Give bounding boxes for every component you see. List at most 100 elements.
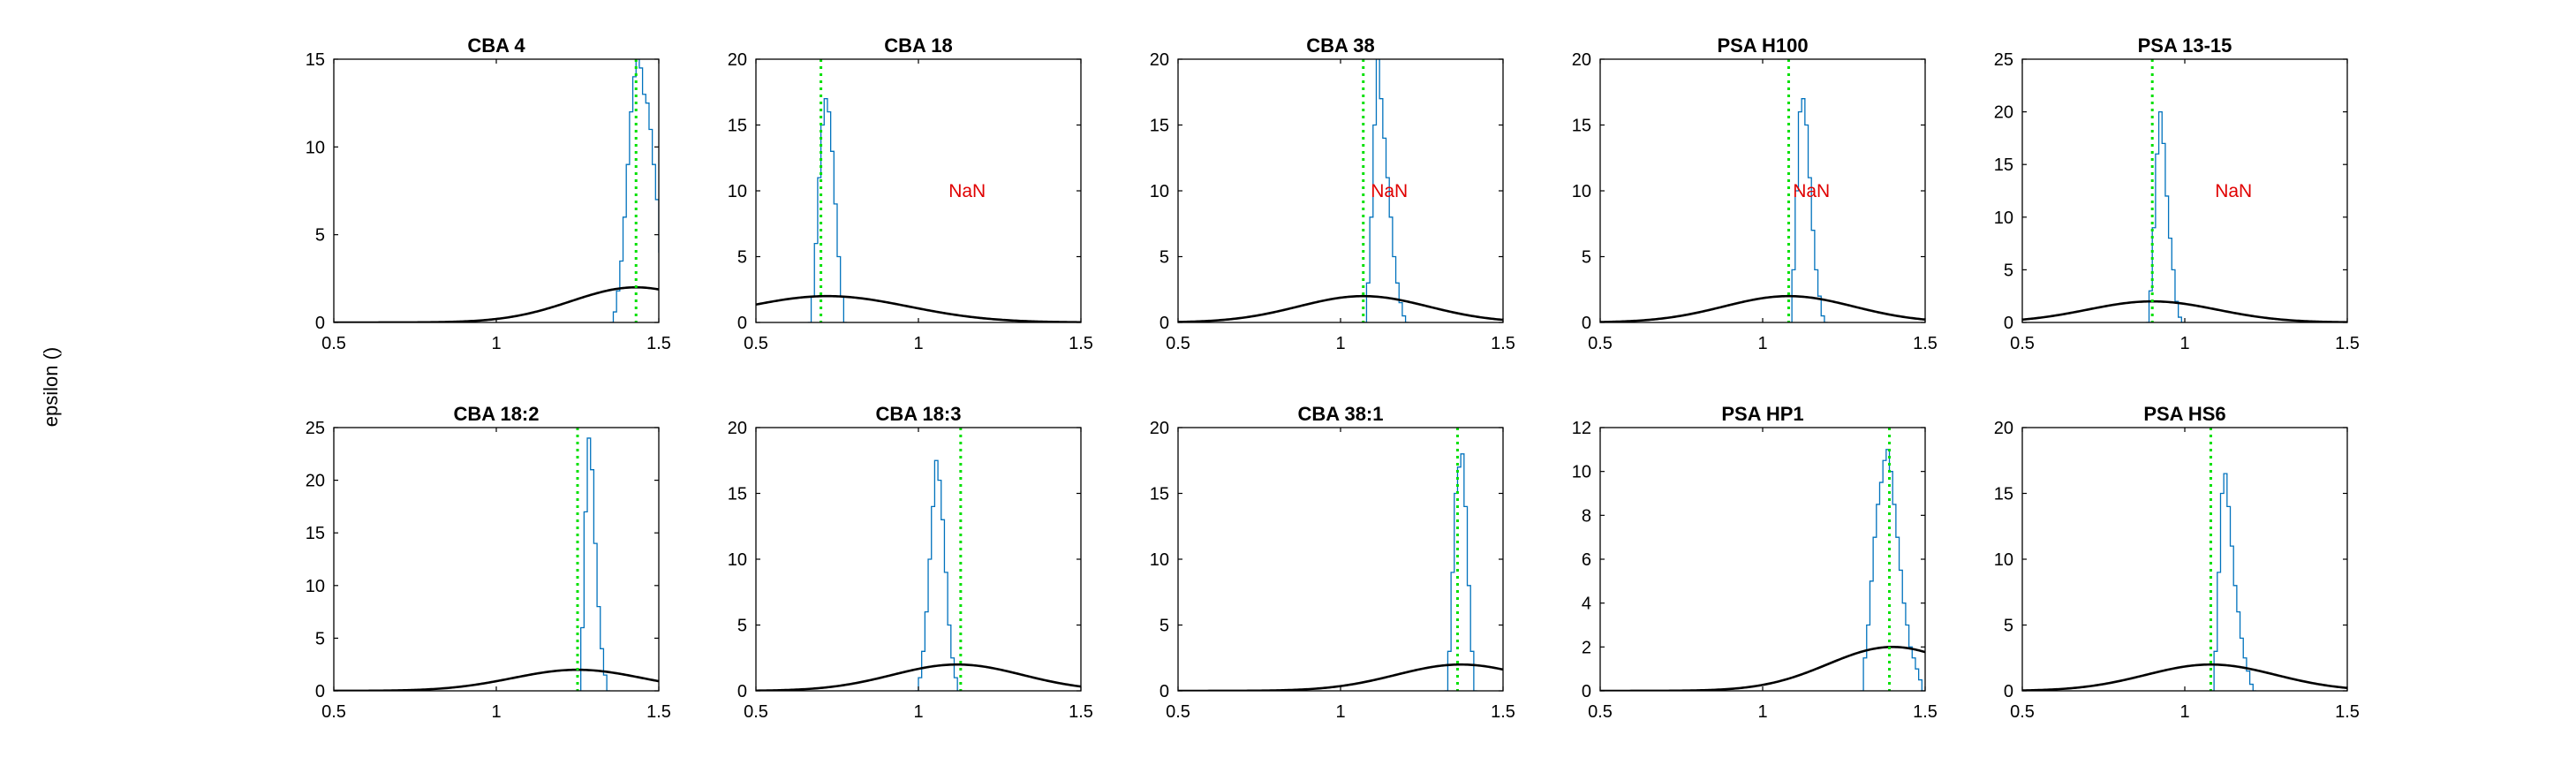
annotation-nan: NaN (1371, 181, 1408, 201)
axes-box (1177, 58, 1504, 323)
axes-box (1599, 58, 1926, 323)
y-tick-label: 20 (306, 472, 325, 491)
y-tick-label: 5 (737, 617, 747, 636)
axes-box (755, 58, 1082, 323)
histogram-series (807, 98, 848, 322)
x-tick-label: 1 (913, 702, 923, 722)
subplot: 0.5 1 1.5 0 5 10 15 20 PSA HS6 (1994, 403, 2360, 722)
y-tick-label: 6 (1582, 550, 1591, 570)
x-tick-label: 1.5 (1491, 334, 1515, 353)
y-tick-label: 0 (1582, 314, 1591, 333)
x-tick-label: 0.5 (2010, 702, 2035, 722)
subplot-title: PSA HP1 (1721, 403, 1803, 425)
subplot: 0.5 1 1.5 0 2 4 6 8 10 12 PSA HP1 (1572, 403, 1938, 722)
y-tick-label: 15 (306, 524, 325, 543)
x-tick-label: 1.5 (1913, 702, 1938, 722)
y-tick-label: 15 (306, 50, 325, 70)
x-tick-label: 1.5 (646, 334, 671, 353)
gaussian-fit-curve (1178, 294, 1503, 322)
y-tick-label: 2 (1582, 638, 1591, 657)
y-tick-label: 0 (2004, 682, 2013, 701)
x-tick-label: 1 (2179, 702, 2189, 722)
histogram-series (578, 437, 610, 691)
y-tick-label: 15 (1572, 117, 1591, 136)
x-tick-label: 1 (491, 334, 501, 353)
y-tick-label: 5 (315, 226, 325, 246)
x-tick-label: 1.5 (2335, 702, 2360, 722)
plot-area (2022, 59, 2347, 322)
x-tick-label: 1.5 (1913, 334, 1938, 353)
y-tick-label: 0 (1160, 682, 1169, 701)
y-tick-label: 0 (2004, 314, 2013, 333)
x-tick-label: 1.5 (2335, 334, 2360, 353)
x-tick-label: 0.5 (1588, 702, 1613, 722)
y-tick-label: 0 (737, 682, 747, 701)
axes-box (333, 427, 660, 692)
plot-area (756, 59, 1081, 322)
histogram-series (1444, 453, 1477, 691)
y-tick-label: 15 (728, 117, 747, 136)
gaussian-fit-curve (756, 663, 1081, 691)
y-tick-label: 0 (315, 682, 325, 701)
x-tick-label: 0.5 (1588, 334, 1613, 353)
y-tick-label: 0 (1160, 314, 1169, 333)
y-tick-label: 0 (737, 314, 747, 333)
y-tick-label: 20 (728, 50, 747, 70)
subplot-title: CBA 38:1 (1298, 403, 1384, 425)
y-tick-label: 10 (306, 577, 325, 596)
y-tick-label: 5 (2004, 261, 2013, 280)
plot-area (334, 428, 659, 691)
subplot: 0.5 1 1.5 0 5 10 15 20 25 PSA 13-15 NaN (1994, 34, 2360, 353)
histogram-series (609, 59, 659, 322)
plot-area (2022, 428, 2347, 691)
y-tick-label: 0 (315, 314, 325, 333)
y-tick-label: 5 (1160, 617, 1169, 636)
plot-area (1600, 59, 1925, 322)
subplot: 0.5 1 1.5 0 5 10 15 20 CBA 38 NaN (1150, 34, 1515, 353)
subplot: 0.5 1 1.5 0 5 10 15 20 CBA 38:1 (1150, 403, 1515, 722)
plot-area (334, 59, 659, 322)
subplot-title: CBA 18 (884, 34, 952, 57)
x-tick-label: 0.5 (321, 702, 346, 722)
histogram-series (2210, 473, 2256, 691)
axes-box (2021, 427, 2348, 692)
y-tick-label: 15 (1150, 117, 1169, 136)
x-tick-label: 0.5 (321, 334, 346, 353)
x-tick-label: 1 (913, 334, 923, 353)
gaussian-fit-curve (1600, 646, 1925, 691)
annotation-nan: NaN (2215, 181, 2252, 201)
plot-area (1178, 59, 1503, 322)
x-tick-label: 0.5 (744, 334, 768, 353)
subplot: 0.5 1 1.5 0 5 10 15 20 CBA 18 NaN (728, 34, 1093, 353)
y-tick-label: 10 (1150, 550, 1169, 570)
subplot-title: PSA HS6 (2143, 403, 2225, 425)
axes-box (333, 58, 660, 323)
x-tick-label: 0.5 (1166, 702, 1190, 722)
histogram-series (1363, 59, 1409, 322)
y-tick-label: 15 (1994, 155, 2013, 175)
x-tick-label: 1 (1335, 702, 1345, 722)
x-tick-label: 1 (2179, 334, 2189, 353)
y-tick-label: 15 (1150, 485, 1169, 504)
plot-area (1178, 428, 1503, 691)
y-tick-label: 20 (1150, 50, 1169, 70)
subplot-title: CBA 18:3 (876, 403, 962, 425)
plot-area (1600, 428, 1925, 691)
y-tick-label: 10 (1572, 182, 1591, 201)
y-tick-label: 8 (1582, 506, 1591, 526)
x-tick-label: 1.5 (1491, 702, 1515, 722)
x-tick-label: 1 (1757, 334, 1767, 353)
y-tick-label: 4 (1582, 595, 1591, 614)
y-tick-label: 5 (737, 248, 747, 268)
axes-box (755, 427, 1082, 692)
x-tick-label: 0.5 (2010, 334, 2035, 353)
gaussian-fit-curve (1600, 294, 1925, 322)
gaussian-fit-curve (2022, 299, 2347, 322)
x-tick-label: 1 (1335, 334, 1345, 353)
subplot-title: PSA H100 (1717, 34, 1808, 57)
y-tick-label: 15 (728, 485, 747, 504)
x-tick-label: 1 (1757, 702, 1767, 722)
y-tick-label: 10 (728, 182, 747, 201)
subplot-title: CBA 18:2 (454, 403, 540, 425)
y-tick-label: 10 (1150, 182, 1169, 201)
